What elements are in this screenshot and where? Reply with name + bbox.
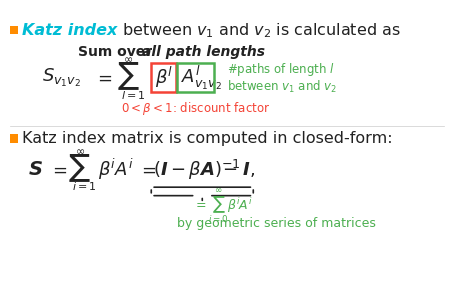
Text: $\sum$: $\sum$ [117, 60, 139, 92]
Text: $=$: $=$ [138, 161, 156, 179]
Text: $i=1$: $i=1$ [72, 180, 97, 192]
Text: $l=1$: $l=1$ [121, 89, 146, 101]
FancyBboxPatch shape [9, 134, 18, 142]
Text: $=$: $=$ [94, 69, 112, 87]
Text: $0 < \beta < 1$: discount factor: $0 < \beta < 1$: discount factor [121, 100, 270, 117]
Text: $S_{v_1 v_2}$: $S_{v_1 v_2}$ [42, 66, 81, 89]
Text: $\infty$: $\infty$ [123, 54, 133, 64]
Text: #paths of length $l$: #paths of length $l$ [227, 61, 335, 78]
Text: $=$: $=$ [49, 161, 67, 179]
Text: all path lengths: all path lengths [142, 45, 265, 59]
Text: Sum over: Sum over [78, 45, 157, 59]
Text: $\boldsymbol{S}$: $\boldsymbol{S}$ [28, 160, 44, 179]
Text: $= \sum_{i=0}^{\infty} \beta^i A^i$: $= \sum_{i=0}^{\infty} \beta^i A^i$ [193, 187, 253, 225]
Text: $\sum$: $\sum$ [68, 152, 91, 184]
Text: $\beta^i A^i$: $\beta^i A^i$ [99, 157, 134, 182]
Text: Katz index matrix is computed in closed-form:: Katz index matrix is computed in closed-… [22, 131, 392, 146]
Text: $\infty$: $\infty$ [74, 146, 84, 156]
Text: $\beta^l$: $\beta^l$ [155, 65, 173, 90]
Text: $A^l_{v_1 v_2}$: $A^l_{v_1 v_2}$ [181, 64, 221, 92]
Text: $(\boldsymbol{I} - \beta\boldsymbol{A})^{-1}$: $(\boldsymbol{I} - \beta\boldsymbol{A})^… [153, 158, 240, 182]
FancyBboxPatch shape [9, 26, 18, 34]
Text: $-\ \boldsymbol{I},$: $-\ \boldsymbol{I},$ [222, 160, 255, 179]
Text: between $v_1$ and $v_2$: between $v_1$ and $v_2$ [227, 79, 337, 95]
Text: Katz index: Katz index [22, 23, 117, 38]
Text: by geometric series of matrices: by geometric series of matrices [177, 217, 376, 230]
Text: between $v_1$ and $v_2$ is calculated as: between $v_1$ and $v_2$ is calculated as [117, 21, 400, 40]
